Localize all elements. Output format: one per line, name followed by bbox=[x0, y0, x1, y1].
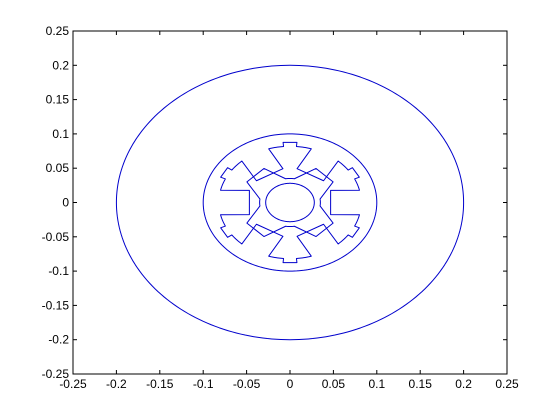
x-tick-label: 0.05 bbox=[322, 377, 346, 391]
circle-series bbox=[202, 133, 378, 272]
x-tick-label: 0.1 bbox=[368, 377, 385, 391]
x-tick-label: 0.2 bbox=[455, 377, 472, 391]
y-axis-ticks: 0.25 0.2 0.15 0.1 0.05 0 -0.05 -0.1 -0.15 -0.2 -0.… bbox=[42, 24, 507, 381]
y-tick-label: 0.15 bbox=[46, 93, 70, 107]
plot-series bbox=[115, 64, 465, 341]
stator-series bbox=[220, 141, 360, 264]
y-tick-label: 0 bbox=[62, 196, 69, 210]
y-tick-label: -0.1 bbox=[48, 264, 69, 278]
y-tick-label: 0.25 bbox=[46, 24, 70, 38]
x-tick-label: -0.1 bbox=[193, 377, 214, 391]
y-tick-label: -0.25 bbox=[42, 367, 70, 381]
x-axis-ticks: -0.25 -0.2 -0.15 -0.1 -0.05 0 0.05 0.1 0.15 0.2 0.… bbox=[59, 31, 519, 391]
circle-series bbox=[265, 182, 315, 223]
x-tick-label: 0.15 bbox=[409, 377, 433, 391]
x-tick-label: -0.05 bbox=[233, 377, 261, 391]
x-tick-label: 0 bbox=[287, 377, 294, 391]
x-tick-label: -0.15 bbox=[146, 377, 174, 391]
y-tick-label: -0.05 bbox=[42, 230, 70, 244]
y-tick-label: 0.1 bbox=[52, 127, 69, 141]
y-tick-label: -0.15 bbox=[42, 298, 70, 312]
x-tick-label: 0.25 bbox=[495, 377, 519, 391]
y-tick-label: 0.05 bbox=[46, 161, 70, 175]
plot-area-frame bbox=[72, 30, 508, 375]
y-tick-label: 0.2 bbox=[52, 58, 69, 72]
rotor-series bbox=[246, 167, 334, 238]
circle-series bbox=[115, 64, 465, 341]
x-tick-label: -0.2 bbox=[106, 377, 127, 391]
y-tick-label: -0.2 bbox=[48, 333, 69, 347]
x-tick-label: -0.25 bbox=[59, 377, 87, 391]
